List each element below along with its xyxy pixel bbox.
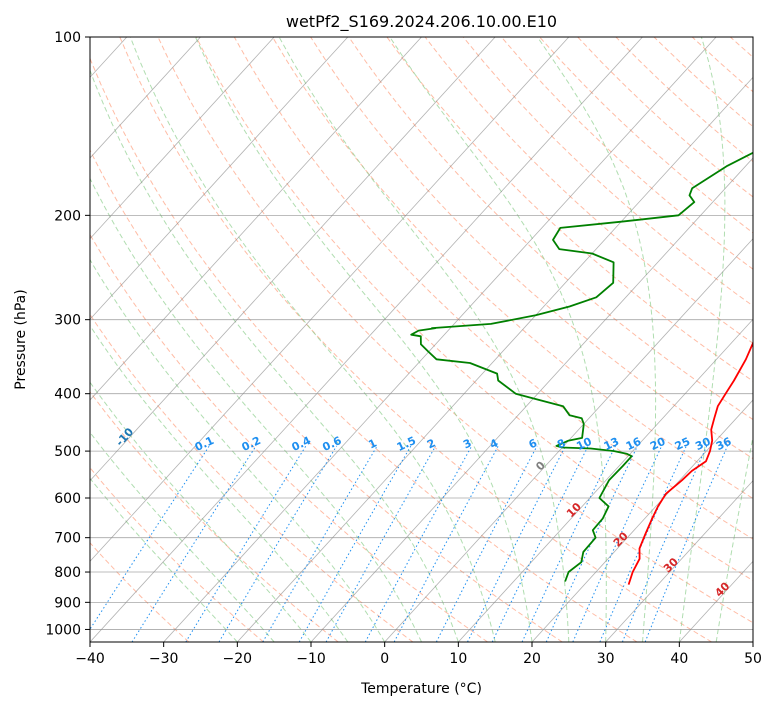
x-tick-label: 50 [744, 651, 762, 667]
y-tick-label: 600 [54, 491, 81, 507]
y-tick-label: 900 [54, 595, 81, 611]
y-tick-label: 300 [54, 313, 81, 329]
y-tick-label: 1000 [45, 622, 81, 638]
x-tick-label: 40 [670, 651, 688, 667]
y-tick-label: 500 [54, 444, 81, 460]
x-tick-label: −20 [223, 651, 253, 667]
x-tick-label: 30 [597, 651, 615, 667]
y-tick-label: 700 [54, 531, 81, 547]
x-tick-label: 20 [523, 651, 541, 667]
x-tick-label: −40 [75, 651, 105, 667]
chart-title: wetPf2_S169.2024.206.10.00.E10 [286, 12, 557, 32]
x-tick-label: 0 [380, 651, 389, 667]
x-tick-label: −10 [296, 651, 326, 667]
y-axis-label: Pressure (hPa) [13, 289, 29, 389]
x-tick-label: −30 [149, 651, 179, 667]
x-axis-label: Temperature (°C) [360, 681, 482, 697]
y-tick-label: 100 [54, 30, 81, 46]
y-tick-label: 200 [54, 208, 81, 224]
y-tick-label: 800 [54, 565, 81, 581]
x-tick-label: 10 [449, 651, 467, 667]
y-tick-label: 400 [54, 387, 81, 403]
